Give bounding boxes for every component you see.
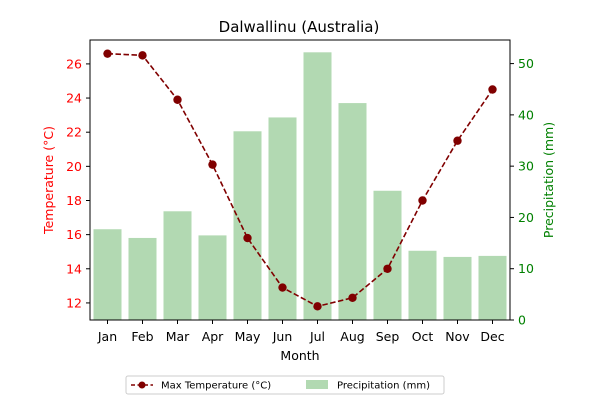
left-tick-label: 16 (66, 227, 82, 242)
bar-mar (163, 211, 192, 320)
bar-aug (338, 103, 367, 320)
x-tick-label: Jan (97, 329, 117, 344)
point-mar (173, 95, 182, 104)
legend-marker-swatch (138, 381, 146, 389)
point-aug (348, 293, 357, 303)
bar-sep (373, 190, 402, 320)
bar-may (233, 131, 262, 320)
left-tick-label: 20 (66, 159, 82, 174)
bar-feb (128, 237, 157, 320)
point-jun (278, 283, 287, 292)
point-nov (453, 136, 462, 145)
right-tick-label: 10 (518, 261, 534, 276)
legend-bar-swatch (306, 380, 328, 389)
x-tick-label: Dec (480, 329, 504, 344)
left-y-axis-label: Temperature (°C) (41, 126, 56, 235)
left-tick-label: 26 (66, 56, 82, 71)
point-dec (488, 85, 497, 94)
right-tick-label: 50 (518, 56, 534, 71)
point-apr (208, 160, 217, 169)
left-tick-label: 14 (66, 261, 82, 276)
temperature-line (107, 52, 494, 308)
point-sep (383, 264, 392, 273)
x-tick-label: Sep (376, 329, 400, 344)
right-tick-label: 20 (518, 210, 534, 225)
plot-area: 12 14 16 18 20 22 24 26 0 10 20 30 40 50 Jan Feb Mar Apr M… (66, 39, 534, 344)
x-tick-label: Mar (166, 329, 190, 344)
point-oct (418, 196, 427, 205)
legend-label-precipitation: Precipitation (mm) (337, 381, 430, 392)
legend: Max Temperature (°C) Precipitation (mm) (125, 375, 445, 395)
chart-title: Dalwallinu (Australia) (219, 18, 380, 36)
right-y-axis-label: Precipitation (mm) (541, 122, 556, 238)
x-tick-label: Nov (445, 329, 470, 344)
bar-oct (408, 250, 437, 320)
bar-apr (198, 235, 227, 320)
bar-jan (93, 229, 122, 320)
left-tick-label: 12 (66, 295, 82, 310)
point-feb (138, 51, 147, 60)
plot-frame (89, 39, 511, 321)
x-tick-label: May (235, 329, 261, 344)
bar-jul (303, 52, 332, 321)
point-jan (103, 49, 112, 58)
right-tick-label: 0 (518, 313, 526, 328)
x-tick-label: Feb (131, 329, 153, 344)
x-axis-label: Month (280, 348, 319, 363)
right-tick-label: 30 (518, 159, 534, 174)
left-tick-label: 24 (66, 91, 82, 106)
x-tick-label: Jun (272, 329, 293, 344)
x-tick-label: Aug (340, 329, 364, 344)
legend-label-temperature: Max Temperature (°C) (161, 381, 271, 392)
left-tick-label: 22 (66, 125, 82, 140)
x-tick-label: Apr (202, 329, 224, 344)
x-tick-label: Oct (412, 329, 434, 344)
left-tick-label: 18 (66, 193, 82, 208)
right-tick-label: 40 (518, 107, 534, 122)
point-may (243, 233, 252, 243)
bar-dec (478, 255, 507, 320)
point-jul (313, 302, 322, 311)
legend-frame (125, 375, 445, 395)
x-tick-label: Jul (309, 329, 325, 344)
bar-nov (443, 256, 472, 320)
